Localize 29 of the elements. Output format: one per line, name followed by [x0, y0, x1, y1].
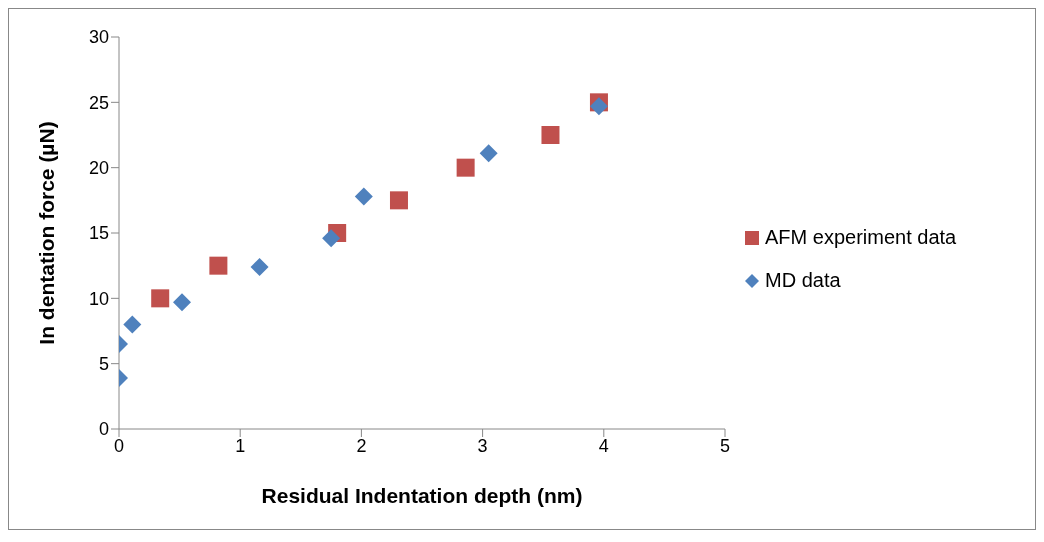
y-axis-title: In dentation force (µN)	[35, 121, 59, 345]
x-axis-title: Residual Indentation depth (nm)	[261, 484, 583, 507]
x-tick-label: 0	[113, 435, 125, 456]
point	[389, 191, 408, 210]
legend-label: AFM experiment data	[765, 226, 957, 249]
y-tick-label: 10	[88, 288, 109, 309]
point	[123, 315, 142, 334]
point	[209, 256, 228, 275]
point	[456, 158, 475, 177]
y-tick-label: 15	[88, 223, 109, 244]
point	[541, 126, 560, 144]
x-tick-label: 3	[477, 435, 488, 456]
y-tick-label: 5	[98, 354, 109, 375]
point	[479, 144, 498, 163]
y-tick-label: 20	[88, 158, 109, 179]
point	[589, 97, 608, 116]
y-tick-label: 0	[98, 419, 109, 440]
x-tick-label: 4	[598, 435, 609, 456]
point	[151, 289, 170, 308]
point	[250, 257, 269, 276]
y-tick-label: 30	[88, 27, 109, 48]
point	[322, 229, 341, 248]
legend-label: MD data	[765, 269, 841, 292]
point	[354, 187, 373, 206]
y-tick-label: 25	[88, 92, 109, 113]
x-tick-label: 2	[356, 435, 367, 456]
x-tick-label: 1	[235, 435, 246, 456]
point	[173, 293, 192, 312]
x-tick-label: 5	[719, 435, 731, 456]
